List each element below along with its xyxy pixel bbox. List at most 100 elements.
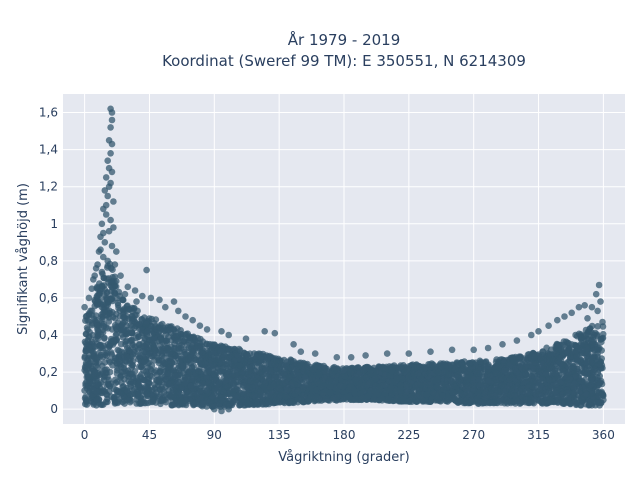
data-point	[218, 394, 226, 401]
data-point	[492, 358, 500, 366]
data-point	[468, 396, 475, 404]
data-point	[139, 395, 147, 403]
data-point	[205, 367, 212, 375]
data-point	[357, 395, 365, 403]
data-point	[427, 384, 434, 391]
data-point	[99, 362, 106, 370]
data-point	[91, 342, 98, 350]
data-point	[131, 385, 138, 393]
data-point	[384, 395, 392, 403]
data-point	[317, 383, 325, 391]
data-point	[532, 390, 540, 398]
data-point	[518, 385, 525, 393]
data-point	[314, 362, 322, 369]
data-point	[182, 397, 190, 404]
points-layer	[81, 105, 607, 415]
data-point	[599, 330, 607, 338]
data-point	[131, 311, 139, 319]
data-point	[176, 358, 184, 366]
data-point	[172, 372, 179, 380]
data-point	[103, 366, 110, 373]
data-point	[480, 383, 487, 390]
data-point	[568, 364, 575, 372]
data-point	[301, 373, 309, 381]
data-point	[160, 388, 168, 396]
data-point	[219, 387, 227, 395]
data-point	[581, 369, 588, 377]
data-point	[147, 322, 155, 330]
data-point	[445, 371, 452, 378]
data-point	[475, 376, 483, 384]
data-point	[117, 389, 125, 397]
data-point	[382, 371, 389, 379]
data-point	[198, 349, 206, 356]
data-point	[190, 362, 197, 370]
data-point	[577, 402, 585, 409]
data-point	[386, 372, 394, 380]
data-point	[276, 393, 284, 401]
data-point	[495, 364, 503, 371]
data-point	[588, 390, 595, 398]
data-point	[151, 343, 158, 351]
data-point	[572, 342, 580, 350]
data-point	[236, 347, 244, 354]
data-point	[165, 380, 173, 388]
data-point	[127, 337, 134, 345]
data-point	[93, 284, 100, 292]
data-point	[279, 380, 287, 388]
data-point	[224, 345, 232, 352]
data-point	[393, 394, 401, 402]
data-point	[588, 359, 595, 366]
data-point	[560, 394, 567, 401]
data-point	[583, 359, 591, 367]
data-point	[120, 365, 128, 372]
data-point	[564, 358, 572, 366]
data-point	[492, 376, 499, 383]
data-point	[440, 386, 448, 393]
data-point	[419, 396, 427, 403]
data-point	[581, 376, 589, 384]
data-point	[128, 329, 136, 337]
data-point	[414, 370, 422, 378]
data-point	[360, 367, 368, 374]
data-point	[112, 379, 119, 387]
data-point	[102, 324, 110, 331]
data-point	[216, 347, 224, 355]
data-point	[238, 396, 246, 404]
data-point	[134, 393, 142, 400]
data-point	[437, 363, 445, 371]
data-point	[593, 332, 601, 340]
data-point	[123, 344, 131, 352]
data-point	[101, 306, 108, 314]
data-point	[520, 355, 528, 362]
data-point	[531, 372, 538, 380]
chart-title-line-1: År 1979 - 2019	[288, 30, 401, 49]
data-point	[156, 327, 163, 335]
data-point	[229, 389, 237, 396]
data-point	[109, 284, 116, 292]
data-point	[231, 346, 239, 353]
data-point	[157, 336, 164, 343]
data-point	[93, 356, 100, 363]
data-point	[594, 323, 601, 330]
data-point	[280, 371, 288, 378]
data-point	[105, 318, 113, 325]
data-point	[253, 374, 261, 382]
data-point	[434, 383, 441, 391]
data-point	[299, 385, 307, 392]
data-point	[104, 289, 111, 296]
data-point	[98, 344, 105, 352]
data-point	[553, 387, 560, 395]
data-point	[530, 365, 537, 373]
data-point	[499, 374, 507, 382]
data-point	[120, 326, 128, 333]
data-point	[111, 321, 119, 329]
data-point	[588, 322, 596, 330]
data-point	[97, 351, 105, 359]
data-point	[98, 285, 106, 293]
data-point	[116, 307, 124, 314]
data-point	[121, 357, 129, 364]
data-point	[131, 304, 138, 312]
data-point	[116, 358, 123, 366]
